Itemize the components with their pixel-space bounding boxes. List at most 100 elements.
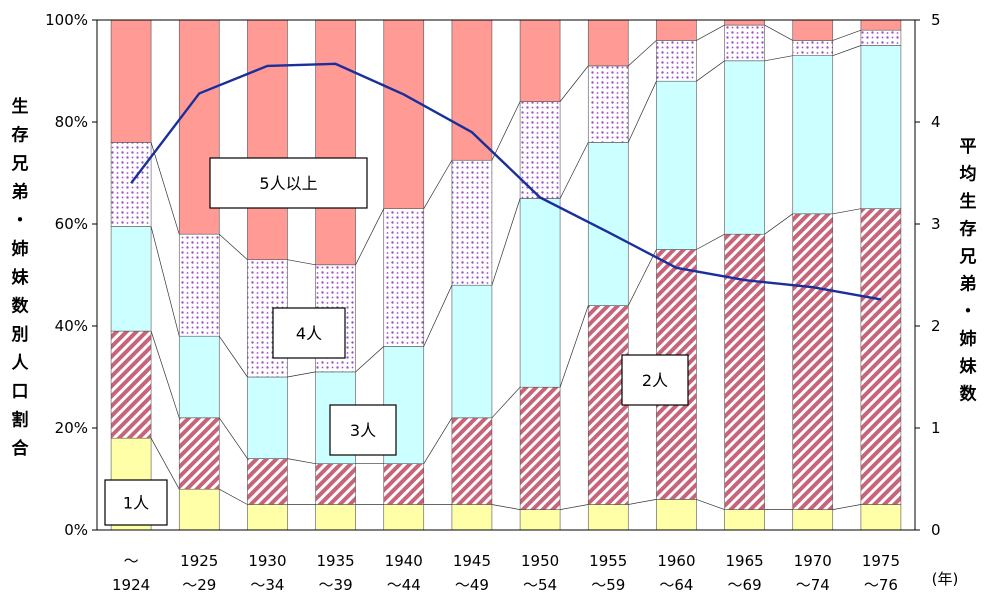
series-label-box: 5人以上 — [209, 157, 368, 209]
bar-segment-5-3 — [247, 19, 288, 260]
svg-text:兄: 兄 — [11, 154, 29, 174]
svg-text:存: 存 — [960, 219, 977, 240]
x-tick-label: 〜29 — [182, 576, 216, 594]
connector-line — [423, 160, 453, 209]
connector-line — [150, 142, 180, 235]
series-label: 1人 — [123, 494, 149, 513]
series-label-box: 1人 — [104, 479, 168, 526]
connector-line — [560, 504, 589, 510]
svg-text:合: 合 — [12, 438, 30, 459]
connector-line — [559, 65, 589, 102]
x-tick-label: 〜64 — [659, 576, 693, 594]
series-label-box: 4人 — [272, 307, 346, 359]
bar-segment-2-4 — [315, 463, 356, 505]
bar-segment-4-5 — [383, 208, 425, 347]
bar-segment-5-8 — [587, 19, 629, 67]
bar-segment-1-9 — [656, 499, 697, 531]
bar-segment-4-8 — [587, 65, 629, 143]
svg-text:数: 数 — [960, 384, 978, 405]
connector-line — [287, 458, 316, 465]
y2-tick-label: 1 — [931, 419, 941, 437]
connector-line — [764, 213, 793, 235]
x-tick-label: 1935 — [316, 552, 354, 570]
series-label: 2人 — [642, 371, 668, 390]
y2-tick-label: 2 — [931, 317, 941, 335]
svg-text:姉: 姉 — [960, 329, 977, 350]
series-label-box: 2人 — [621, 354, 689, 406]
bar-segment-1-3 — [247, 504, 288, 531]
bar-segment-4-9 — [656, 40, 697, 82]
y-tick-label: 0% — [64, 521, 88, 539]
bar-segment-1-4 — [315, 504, 356, 531]
connector-line — [355, 346, 384, 373]
bar-segment-1-6 — [451, 504, 493, 531]
bar-segment-2-1 — [110, 330, 152, 439]
connector-line — [423, 417, 453, 464]
x-tick-label: 1955 — [589, 552, 627, 570]
y2-tick-label: 3 — [931, 215, 941, 233]
svg-text:・: ・ — [960, 302, 977, 322]
connector-line — [219, 488, 248, 505]
svg-text:数: 数 — [12, 296, 30, 317]
series-label-box: 3人 — [329, 404, 397, 456]
y-tick-label: 40% — [55, 317, 88, 335]
x-tick-label: 〜44 — [387, 576, 421, 594]
bar-segment-1-10 — [724, 509, 765, 531]
bar-segment-3-3 — [247, 376, 288, 459]
x-tick-label: 〜 — [124, 552, 139, 570]
bar-segment-2-5 — [383, 463, 425, 505]
svg-text:弟: 弟 — [960, 274, 977, 295]
svg-text:存: 存 — [12, 125, 29, 146]
x-tick-label: 〜74 — [796, 576, 830, 594]
axes-layer: 0% 20% 40% 60% 80% 100% 0 1 2 3 4 5 〜 1924 1925 〜29 1930… — [11, 11, 978, 594]
bar-segment-2-11 — [792, 213, 834, 510]
bar-segment-1-8 — [587, 504, 629, 531]
average-line — [130, 62, 882, 301]
connector-line — [832, 45, 862, 57]
y2-tick-label: 0 — [931, 521, 941, 539]
connector-line — [559, 142, 589, 199]
x-tick-label: 1970 — [794, 552, 832, 570]
y2-tick-label: 5 — [931, 11, 941, 29]
bar-segment-5-4 — [315, 19, 356, 266]
x-tick-label: 1945 — [453, 552, 491, 570]
connector-line — [219, 233, 248, 260]
bar-segment-3-6 — [451, 284, 493, 419]
bar-segment-5-10 — [724, 19, 765, 26]
bar-segment-5-12 — [860, 19, 902, 31]
bar-segment-3-9 — [656, 80, 697, 250]
bar-segment-4-10 — [724, 24, 765, 62]
connector-line — [832, 208, 861, 215]
connector-line — [764, 55, 793, 62]
svg-text:人: 人 — [12, 354, 30, 374]
connector-line — [150, 330, 180, 418]
bar-segment-5-11 — [792, 19, 834, 41]
bar-segment-5-5 — [383, 19, 425, 209]
connector-line — [491, 504, 521, 510]
svg-text:口: 口 — [12, 382, 29, 402]
bar-segment-4-1 — [110, 142, 152, 227]
svg-text:均: 均 — [960, 164, 977, 185]
connector-line — [696, 499, 725, 510]
bar-segment-2-2 — [178, 417, 220, 490]
svg-text:別: 別 — [11, 325, 29, 345]
connector-line — [628, 499, 657, 505]
connector-line — [832, 504, 861, 510]
x-tick-label: 1965 — [725, 552, 763, 570]
connector-line — [491, 101, 521, 161]
connector-line — [287, 371, 316, 378]
x-tick-label: 〜69 — [728, 576, 762, 594]
bar-segment-4-12 — [860, 29, 902, 46]
y-tick-label: 80% — [55, 113, 88, 131]
connector-line — [491, 386, 521, 419]
connector-line — [628, 40, 657, 67]
connector-line — [287, 259, 316, 266]
connector-line — [218, 417, 248, 459]
connector-line — [491, 198, 521, 286]
svg-text:割: 割 — [12, 410, 29, 431]
bar-segment-1-2 — [178, 488, 220, 531]
connector-line — [150, 438, 180, 490]
bar-segment-5-1 — [110, 19, 152, 143]
bar-segment-1-7 — [519, 509, 561, 531]
